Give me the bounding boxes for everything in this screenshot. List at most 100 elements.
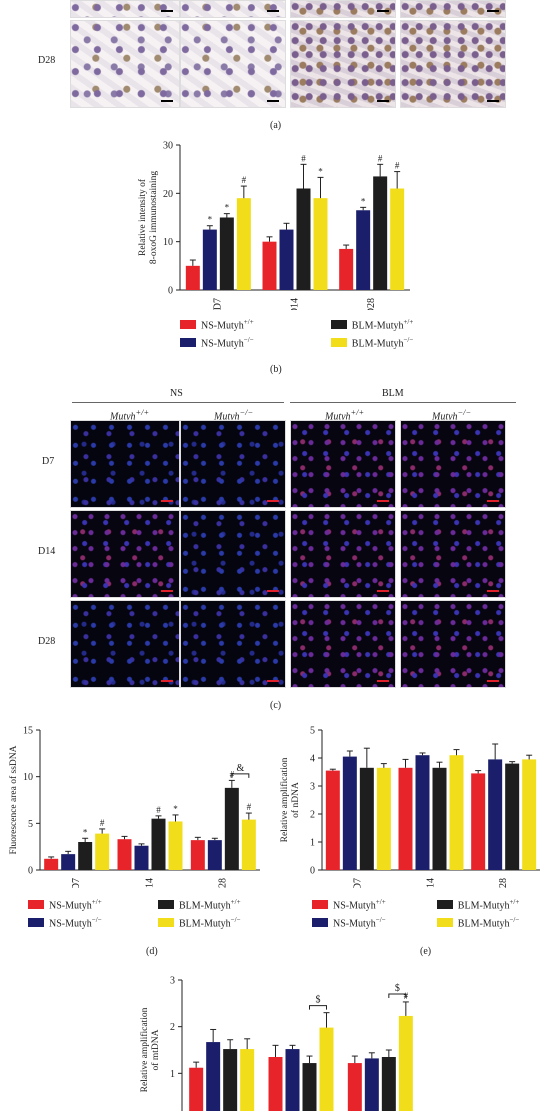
scale-bar [487,680,499,682]
micrograph-a-top-3 [290,0,396,18]
legend-label-superscript: −/− [91,916,102,924]
fluor-d28-3 [290,600,396,688]
bar [471,773,486,870]
legend-label: BLM-Mutyh−/− [457,916,520,930]
significance-mark: # [100,818,105,828]
bar [449,755,464,870]
scale-bar [377,100,389,102]
legend-label-superscript: +/+ [230,898,241,906]
bar [339,248,354,290]
col-label-3: Mutyh+/+ [325,408,365,423]
y-tick-label: 20 [163,189,173,200]
group-line-ns [72,402,284,403]
bar [134,845,149,870]
legend-label-superscript: +/+ [91,898,102,906]
row-label-d14: D14 [38,546,56,557]
legend-label: BLM-Mutyh+/+ [351,318,414,332]
significance-mark: # [378,153,383,163]
scale-bar [267,500,279,502]
scale-bar [377,500,389,502]
x-tick-label: D7 [353,878,364,888]
bar [325,770,340,870]
y-tick-label: 1 [310,838,315,849]
legend-swatch [158,900,174,910]
group-label-blm: BLM [382,388,404,399]
y-tick-label: 4 [310,754,315,765]
x-tick-label: D7 [71,878,82,888]
scale-bar [267,680,279,682]
bar [302,1063,317,1111]
caption-e: (e) [420,946,432,957]
legend-swatch [330,320,347,330]
bar [117,839,132,870]
legend-label-superscript: +/+ [403,318,414,326]
legend-label: BLM-Mutyh+/+ [179,898,241,912]
legend-label: NS-Mutyh+/+ [333,898,386,912]
bar [359,767,374,870]
legend-e: NS-Mutyh+/+ BLM-Mutyh+/+ NS-Mutyh−/− BLM-Mu… [312,898,552,938]
x-tick-label: D14 [425,878,436,888]
legend-swatch [180,338,196,348]
bar [224,787,239,870]
micrograph-a-top-1 [70,0,180,18]
scale-bar [487,10,499,12]
chart-b: 0 10 20 30 Relative intensity of 8-oxoG immun… [137,141,410,310]
bracket-label: $ [316,995,321,1006]
micrograph-a-d28-2 [180,20,286,108]
fluor-d7-1 [70,420,180,508]
legend-item: NS-Mutyh−/− [312,916,386,929]
significance-mark: * [361,196,366,206]
legend-item: BLM-Mutyh−/− [158,916,241,929]
bar [319,1027,334,1111]
bar [279,229,294,290]
bar [398,767,413,870]
significance-mark: * [208,215,213,225]
fluor-d14-1 [70,510,180,598]
scale-bar [161,10,173,12]
x-tick-label: D14 [289,298,300,310]
y-axis-label: Relative amplification [280,757,290,842]
bar [189,1067,204,1111]
bar [488,759,503,870]
bracket-label: $ [395,983,400,994]
scale-bar [267,10,279,12]
fluor-d7-3 [290,420,396,508]
legend-b: NS-Mutyh+/+ BLM-Mutyh+/+ NS-Mutyh−/− BLM-Mu… [180,318,470,358]
y-axis-label: of mtDNA [150,1029,161,1070]
significance-mark: # [247,802,252,812]
legend-label-superscript: +/+ [509,898,520,906]
legend-label-superscript: −/− [243,336,254,344]
bar [522,759,537,870]
y-tick-label: 5 [310,726,315,737]
legend-label-superscript: −/− [403,336,414,344]
scale-bar [267,590,279,592]
y-tick-label: 10 [163,237,173,248]
col-label-4: Mutyh−/− [432,408,472,423]
x-tick-label: D7 [213,298,224,310]
bar [202,229,217,290]
legend-item: BLM-Mutyh+/+ [158,898,241,911]
legend-swatch [436,900,453,910]
bar [342,756,357,870]
legend-item: BLM-Mutyh−/− [436,916,520,930]
bracket-label: & [236,763,244,774]
legend-item: BLM-Mutyh+/+ [330,318,414,332]
y-tick-label: 30 [163,141,173,152]
bar [432,767,447,870]
bar [398,1015,413,1111]
legend-label: NS-Mutyh−/− [333,916,386,930]
col-label-2: Mutyh−/− [214,408,254,423]
row-label-d7: D7 [42,456,55,467]
significance-mark: * [318,166,323,176]
x-tick-label: D28 [218,878,229,888]
legend-label-superscript: −/− [509,916,520,924]
y-axis-label: Relative intensity of [137,178,148,256]
y-tick-label: 2 [170,1022,175,1033]
fluor-d28-2 [180,600,286,688]
comparison-bracket [231,773,250,778]
micrograph-a-top-2 [180,0,286,18]
scale-bar [267,100,279,102]
bar [415,755,430,870]
y-tick-label: 5 [28,819,33,830]
